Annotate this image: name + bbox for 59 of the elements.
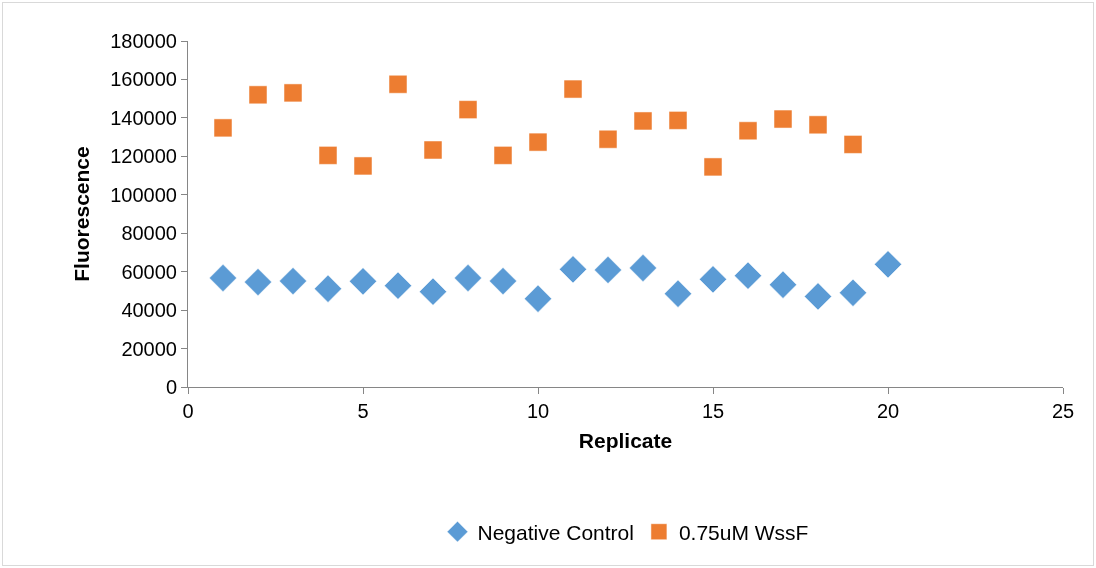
point — [458, 100, 478, 120]
x-tick-label: 5 — [357, 400, 369, 422]
point — [418, 277, 448, 306]
point — [738, 121, 758, 141]
point — [318, 145, 338, 165]
point — [243, 267, 273, 297]
point — [628, 253, 658, 283]
point — [558, 255, 588, 284]
y-tick-label: 160000 — [110, 68, 177, 91]
point — [663, 279, 693, 308]
y-tick-label: 40000 — [121, 299, 177, 322]
y-tick-label: 60000 — [121, 260, 177, 283]
legend-label: Negative Control — [477, 520, 634, 544]
y-tick-label: 0 — [165, 376, 177, 398]
point — [523, 284, 553, 313]
point — [388, 74, 408, 94]
point — [563, 79, 583, 99]
x-axis-title: Replicate — [578, 429, 673, 453]
point — [843, 134, 863, 154]
point — [703, 157, 723, 177]
point — [633, 111, 653, 131]
point — [528, 132, 548, 152]
point — [248, 85, 268, 105]
point — [278, 266, 308, 296]
y-tick-label: 80000 — [121, 222, 177, 245]
point — [838, 278, 868, 307]
y-tick-label: 140000 — [110, 106, 177, 129]
y-tick-label: 120000 — [110, 145, 177, 168]
x-tick-label: 15 — [701, 400, 725, 422]
point — [423, 140, 443, 160]
point — [808, 115, 828, 135]
y-tick-label: 20000 — [121, 337, 177, 360]
legend-label: 0.75uM WssF — [678, 520, 809, 544]
x-tick-label: 10 — [526, 400, 550, 422]
point — [773, 109, 793, 129]
point — [283, 83, 303, 103]
point — [353, 156, 373, 176]
point — [493, 145, 513, 165]
point — [383, 271, 413, 300]
point — [213, 118, 233, 138]
point — [668, 110, 688, 130]
y-axis-title: Fluorescence — [70, 146, 94, 282]
point — [733, 261, 763, 290]
point — [313, 274, 343, 303]
x-tick-label: 0 — [182, 400, 194, 422]
point — [698, 265, 728, 294]
point — [348, 267, 378, 296]
point — [598, 129, 618, 149]
point — [873, 250, 903, 279]
point — [488, 266, 518, 296]
y-tick-label: 180000 — [110, 30, 177, 52]
point — [208, 263, 238, 293]
x-tick-label: 20 — [876, 400, 900, 422]
y-tick-label: 100000 — [110, 183, 177, 206]
point — [593, 255, 623, 285]
x-tick-label: 25 — [1051, 400, 1075, 422]
point — [453, 263, 483, 293]
point — [803, 282, 833, 311]
point — [768, 270, 798, 299]
